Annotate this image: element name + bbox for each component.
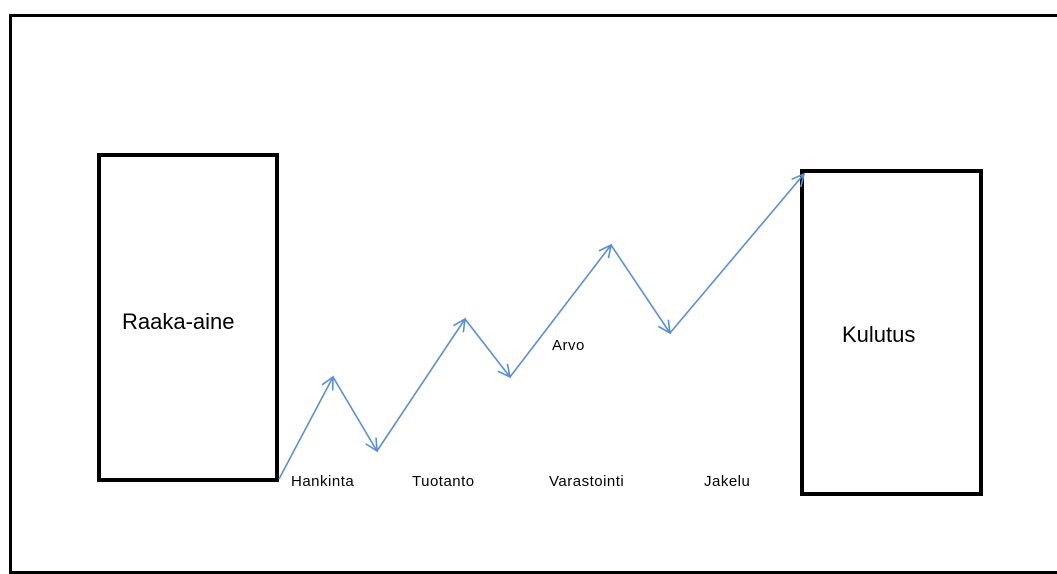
stage-label-hankinta: Hankinta	[291, 473, 355, 490]
consumption-label: Kulutus	[842, 322, 916, 347]
flow-arrow-segment	[376, 317, 466, 452]
flow-arrow-segment	[332, 376, 378, 453]
raw-material-box	[97, 153, 279, 482]
value-label-arvo: Arvo	[552, 337, 585, 354]
stage-label-tuotanto: Tuotanto	[412, 473, 475, 490]
value-flow-arrows	[278, 172, 806, 480]
stage-label-varastointi: Varastointi	[549, 473, 625, 490]
consumption-box	[800, 169, 983, 496]
flow-arrow-segment	[669, 172, 806, 334]
flow-arrow-segment	[509, 243, 613, 378]
flow-arrow-segment	[278, 375, 334, 480]
flow-arrow-segment	[610, 244, 671, 335]
stage-label-jakelu: Jakelu	[704, 473, 751, 490]
raw-material-label: Raaka-aine	[122, 309, 235, 334]
flow-arrow-segment	[464, 318, 512, 379]
